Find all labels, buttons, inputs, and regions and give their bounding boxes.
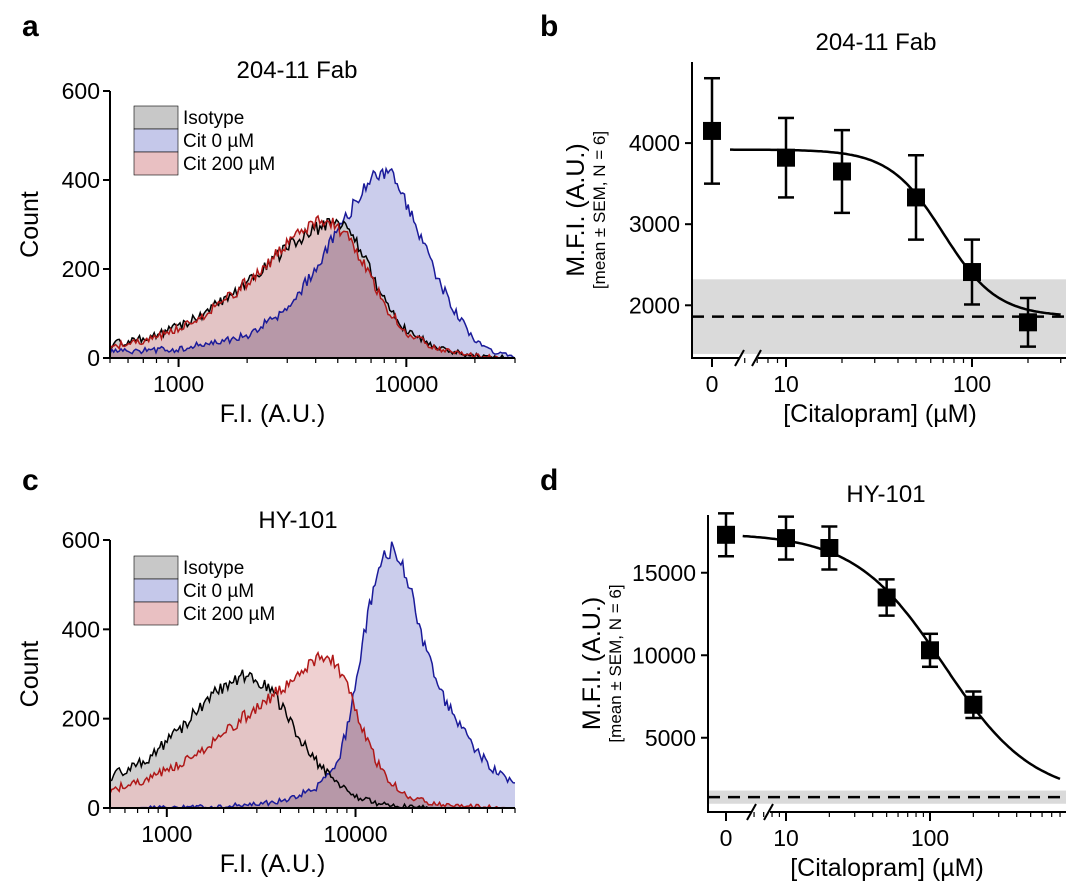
y-tick-label: 15000 xyxy=(632,560,696,586)
dose-response-panel: 2000 3000 4000 0 10 100 204-11 Fab [Citalopram]… xyxy=(562,29,1066,428)
data-point xyxy=(717,525,735,544)
legend-swatch xyxy=(133,555,179,580)
chart-title: 204-11 Fab xyxy=(816,29,937,56)
data-point xyxy=(963,263,981,282)
x-axis-label: [Citalopram] (µM) xyxy=(790,854,984,881)
x-tick-label: 10 xyxy=(773,371,799,397)
histogram-area-cit0 xyxy=(110,541,515,808)
data-point xyxy=(877,588,896,607)
x-tick-label: 10 xyxy=(773,825,799,851)
legend-label: Cit 200 µM xyxy=(183,154,275,175)
legend-label: Isotype xyxy=(183,108,244,129)
histogram-area-cit0 xyxy=(110,168,515,358)
data-point xyxy=(1018,313,1037,332)
y-tick-label: 400 xyxy=(62,167,100,193)
data-point xyxy=(832,162,851,181)
data-point xyxy=(777,529,795,548)
x-axis-label: F.I. (A.U.) xyxy=(220,850,326,878)
fit-curve xyxy=(742,534,1061,781)
y-tick-label: 0 xyxy=(87,345,100,371)
x-tick-label: 0 xyxy=(720,825,733,851)
x-tick-label: 1000 xyxy=(153,371,204,397)
y-tick-label: 2000 xyxy=(629,292,680,318)
axis-break-mark xyxy=(763,803,774,821)
y-tick-label: 600 xyxy=(62,527,100,553)
y-axis-label: M.F.I. (A.U.) xyxy=(562,143,590,276)
panel-label: c xyxy=(22,464,39,497)
chart-title: HY-101 xyxy=(846,481,925,508)
x-tick-label: 10000 xyxy=(374,371,438,397)
histogram-line-cit200 xyxy=(109,650,516,809)
x-tick-label: 1000 xyxy=(141,821,192,847)
y-axis-sublabel: [mean ± SEM, N = 6] xyxy=(606,584,625,742)
data-point xyxy=(777,148,795,167)
legend-swatch xyxy=(133,105,179,130)
legend-swatch xyxy=(133,151,179,176)
data-point xyxy=(703,121,721,140)
axis-break-mark xyxy=(751,349,762,367)
y-tick-label: 4000 xyxy=(629,130,680,156)
x-tick-label: 10000 xyxy=(324,821,388,847)
y-tick-label: 600 xyxy=(62,78,100,104)
x-tick-label: 0 xyxy=(706,371,719,397)
histogram-panel: 0 200 400 600 1000 10000 204-11 Fab F.I. (A.U.)… xyxy=(16,57,516,428)
data-point xyxy=(921,641,939,660)
x-tick-label: 100 xyxy=(911,825,949,851)
y-tick-label: 3000 xyxy=(629,211,680,237)
y-tick-label: 400 xyxy=(62,616,100,642)
y-tick-label: 10000 xyxy=(632,642,696,668)
axis-break-mark xyxy=(734,349,745,367)
chart-title: HY-101 xyxy=(258,507,337,534)
legend-swatch xyxy=(133,601,179,626)
y-tick-label: 200 xyxy=(62,706,100,732)
y-axis-label: Count xyxy=(16,191,44,258)
dose-response-panel: 5000 10000 15000 0 10 100 HY-101 [Citalopram] (… xyxy=(578,481,1066,881)
histogram-line-cit200 xyxy=(109,214,516,360)
panel-label: b xyxy=(540,10,558,43)
panel-label: d xyxy=(540,464,558,497)
legend-label: Cit 0 µM xyxy=(183,581,254,602)
x-axis-label: F.I. (A.U.) xyxy=(220,400,326,428)
legend-swatch xyxy=(133,128,179,153)
histogram-line-isotype xyxy=(109,217,516,359)
histogram-overlap xyxy=(110,228,515,358)
data-point xyxy=(964,695,983,714)
data-point xyxy=(820,539,839,557)
histogram-line-cit0 xyxy=(109,166,516,359)
histogram-panel: 0 200 400 600 1000 10000 HY-101 F.I. (A.U.) Coun… xyxy=(16,507,516,878)
legend-swatch xyxy=(133,578,179,603)
panel-label: a xyxy=(22,10,39,43)
y-axis-label: M.F.I. (A.U.) xyxy=(578,597,606,730)
y-axis-label: Count xyxy=(16,641,44,708)
x-tick-label: 100 xyxy=(953,371,991,397)
y-tick-label: 0 xyxy=(87,795,100,821)
y-tick-label: 200 xyxy=(62,256,100,282)
y-tick-label: 5000 xyxy=(645,725,696,751)
legend-label: Cit 0 µM xyxy=(183,131,254,152)
baseline-band xyxy=(708,790,1066,804)
legend-label: Isotype xyxy=(183,558,244,579)
histogram-area-cit200 xyxy=(110,652,515,808)
axis-break-mark xyxy=(746,803,757,821)
chart-title: 204-11 Fab xyxy=(237,57,358,84)
x-axis-label: [Citalopram] (µM) xyxy=(783,400,977,428)
data-point xyxy=(907,188,926,207)
legend-label: Cit 200 µM xyxy=(183,604,275,625)
y-axis-sublabel: [mean ± SEM, N = 6] xyxy=(590,131,609,289)
